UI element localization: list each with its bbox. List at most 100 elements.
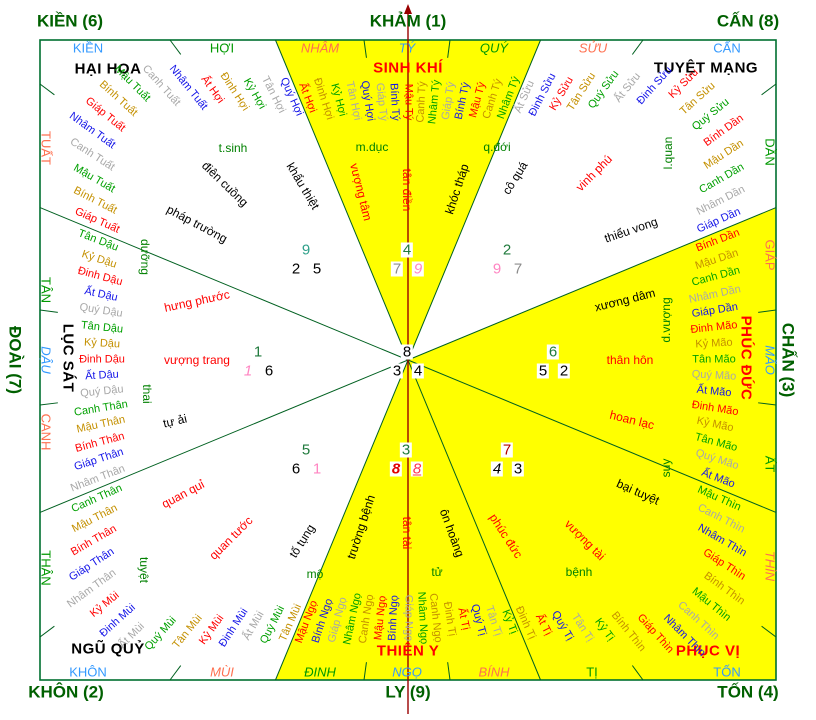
mountain-label: CẤN	[713, 40, 741, 56]
sector-divider-line-2	[407, 207, 777, 361]
life-stage-label: m.dục	[355, 140, 389, 154]
palace-name-label: TUYỆT MẠNG	[653, 59, 759, 77]
outer-trigram-label: ĐOÀI (7)	[5, 326, 25, 394]
star-number-right: 6	[262, 362, 276, 380]
mountain-label: KIỀN	[72, 40, 104, 56]
sexagenary-year-label: Bính Tý	[387, 82, 402, 122]
mountain-label: QUÝ	[479, 40, 509, 56]
mountain-label: TÂN	[38, 277, 54, 303]
mountain-tick-15	[761, 625, 777, 638]
mountain-label: GIÁP	[762, 239, 778, 271]
mountain-tick-0	[169, 39, 182, 55]
palace-name-label: PHÚC ĐỨC	[737, 315, 755, 401]
outer-trigram-label: CẤN (8)	[716, 11, 780, 31]
sector-divider-line-1	[407, 39, 542, 361]
mountain-label: TỐN	[713, 664, 741, 680]
sector-divider-line-4	[407, 359, 542, 681]
palace-name-label: SINH KHÍ	[373, 59, 443, 77]
sector-divider-line-3	[407, 359, 777, 513]
star-number-left: 2	[289, 260, 303, 278]
mountain-tick-7	[631, 665, 644, 681]
sector-divider-line-7	[39, 207, 409, 361]
mountain-label: THÂN	[38, 550, 54, 586]
star-number-top: 1	[251, 343, 265, 361]
star-number-left: 4	[490, 460, 504, 478]
mountain-tick-1	[363, 39, 367, 58]
sexagenary-year-label: Đinh Dậu	[79, 353, 125, 366]
life-stage-label: tử	[431, 565, 443, 579]
mountain-tick-4	[169, 665, 182, 681]
life-stage-label: suy	[659, 458, 673, 478]
star-number-top: 3	[399, 441, 413, 459]
life-stage-label: tuyệt	[137, 556, 151, 584]
outer-trigram-label: KIỀN (6)	[36, 11, 104, 31]
sexagenary-year-label: Nhâm Ngọ	[414, 591, 430, 645]
mountain-label: DẦN	[762, 138, 778, 166]
star-number-top: 8	[400, 343, 414, 361]
star-number-left: 5	[536, 362, 550, 380]
life-stage-label: mộ	[306, 567, 324, 581]
mountain-label: SỬU	[578, 40, 608, 56]
star-number-left: 9	[490, 260, 504, 278]
life-stage-label: bệnh	[565, 565, 593, 579]
palace-name-label: HẠI HỌA	[74, 60, 142, 78]
sexagenary-year-label: Tân Mão	[692, 353, 736, 366]
sector-divider-line-6	[39, 359, 409, 513]
life-stage-label: l.quan	[661, 136, 675, 170]
fortune-word-label: tân điền	[400, 168, 414, 212]
palace-name-label: PHỤC VỊ	[675, 642, 741, 660]
sexagenary-year-label: Giáp Ngọ	[402, 594, 415, 642]
star-number-top: 6	[546, 343, 560, 361]
life-stage-label: t.sinh	[218, 141, 248, 155]
star-number-left: 3	[390, 362, 404, 380]
sector-fill-phuc-duc	[408, 207, 776, 513]
mountain-label: BÍNH	[478, 664, 510, 680]
star-number-right: 5	[310, 260, 324, 278]
star-number-right: 7	[511, 260, 525, 278]
life-stage-label: q.đới	[483, 140, 511, 154]
mountain-label: MÙI	[210, 664, 234, 680]
mountain-label: NGỌ	[392, 664, 422, 680]
fortune-word-label: thân hôn	[606, 353, 654, 367]
sexagenary-year-label: Quý Mão	[691, 368, 737, 383]
mountain-label: DẬU	[38, 346, 54, 374]
outer-trigram-label: LY (9)	[385, 682, 431, 702]
sexagenary-year-label: Mậu Tý	[402, 83, 415, 121]
mountain-label: MÃO	[762, 345, 778, 375]
star-number-top: 7	[500, 441, 514, 459]
mountain-tick-12	[761, 83, 777, 96]
life-stage-label: d.vượng	[659, 297, 673, 343]
mountain-label: KHÔN	[69, 664, 107, 680]
mountain-tick-10	[39, 402, 58, 406]
star-number-right: 9	[411, 260, 425, 278]
sexagenary-year-label: Kỷ Mão	[695, 336, 733, 351]
mountain-tick-3	[631, 39, 644, 55]
outer-trigram-label: KHÔN (2)	[28, 682, 104, 702]
mountain-label: HỢI	[209, 40, 235, 56]
mountain-label: THÌN	[762, 550, 778, 582]
star-number-right: 2	[557, 362, 571, 380]
mountain-tick-8	[39, 83, 55, 96]
mountain-label: TỊ	[586, 664, 598, 680]
star-number-top: 4	[400, 241, 414, 259]
star-number-top: 9	[299, 241, 313, 259]
outer-trigram-label: KHẢM (1)	[369, 11, 447, 31]
mountain-label: NHÂM	[300, 40, 340, 56]
star-number-top: 5	[299, 441, 313, 459]
star-number-left: 7	[390, 260, 404, 278]
mountain-label: TUẤT	[38, 131, 54, 165]
star-number-left: 8	[389, 460, 403, 478]
mountain-tick-11	[39, 625, 55, 638]
star-number-right: 1	[310, 460, 324, 478]
mountain-label: CANH	[38, 413, 54, 451]
star-number-right: 8	[410, 460, 424, 478]
sexagenary-year-label: Ất Dậu	[84, 368, 119, 383]
palace-name-label: NGŨ QUỶ	[71, 640, 145, 658]
mountain-label: ẤT	[762, 455, 778, 473]
fortune-word-label: vượng trang	[164, 353, 230, 367]
palace-name-label: THIÊN Y	[376, 642, 440, 660]
mountain-tick-6	[447, 662, 451, 681]
palace-name-label: LỤC SÁT	[59, 323, 77, 393]
